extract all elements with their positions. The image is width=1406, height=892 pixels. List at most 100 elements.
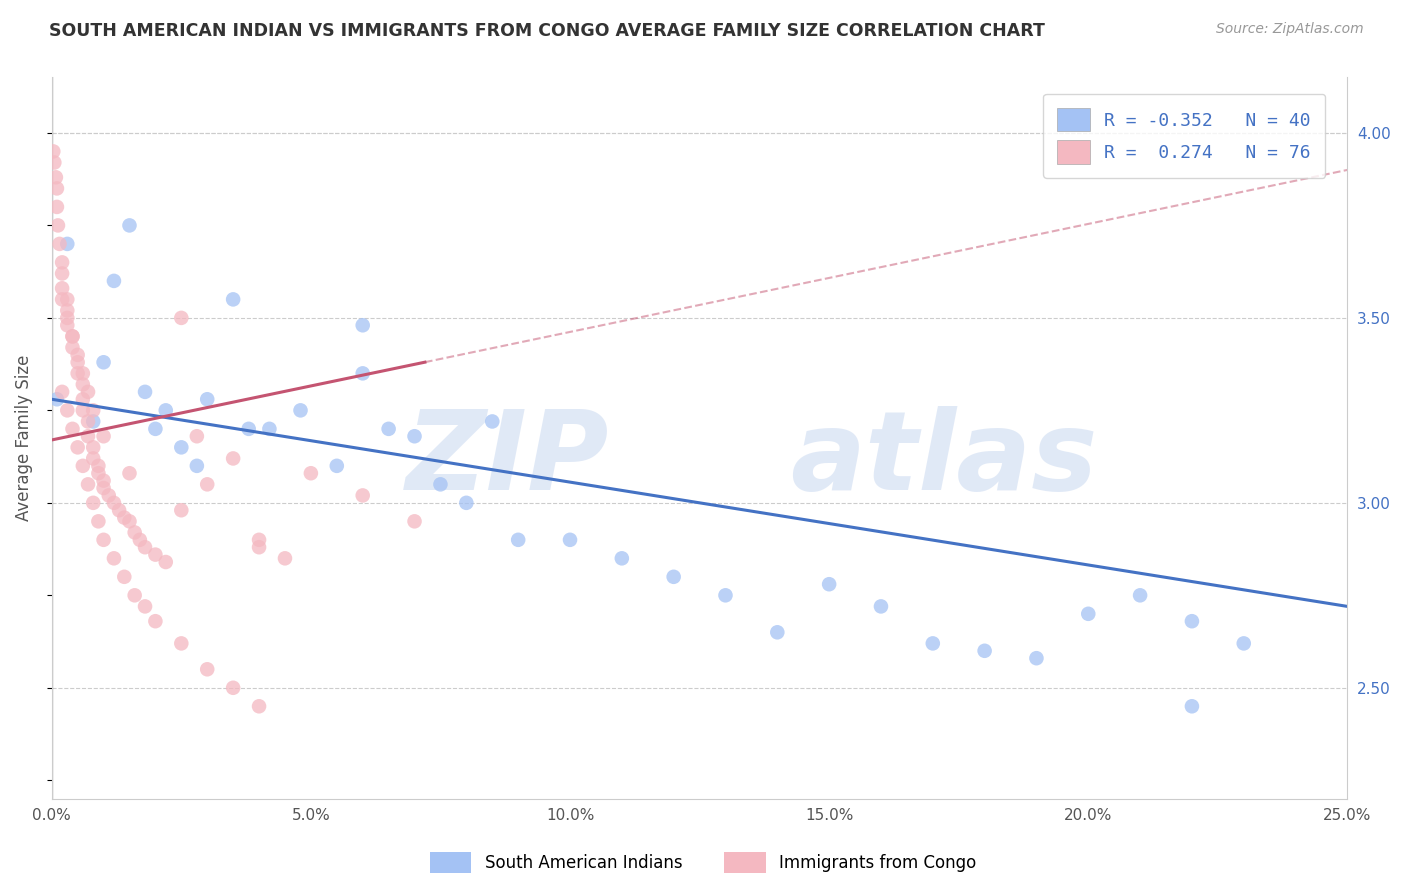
Point [170,503,193,517]
Point [103,551,125,566]
Point [77,384,100,399]
Point [870,599,893,614]
Point [352,318,374,333]
Point [56,403,79,417]
Point [1181,614,1204,628]
Point [72,377,94,392]
Point [124,588,146,602]
Point [247,540,270,554]
Point [377,422,399,436]
Point [103,496,125,510]
Point [66,441,89,455]
Point [51,293,73,307]
Point [72,392,94,407]
Y-axis label: Average Family Size: Average Family Size [15,355,32,521]
Point [51,267,73,281]
Point [66,367,89,381]
Point [87,458,110,473]
Point [48,236,70,251]
Point [145,614,167,628]
Point [124,525,146,540]
Point [72,367,94,381]
Point [290,403,312,417]
Point [170,636,193,650]
Point [66,355,89,369]
Point [44,155,66,169]
Point [87,467,110,481]
Point [93,355,115,369]
Point [145,422,167,436]
Point [326,458,349,473]
Point [62,422,84,436]
Point [82,414,104,428]
Point [259,422,281,436]
Point [118,514,141,528]
Point [93,481,115,495]
Point [72,458,94,473]
Point [45,392,67,407]
Legend: R = -0.352   N = 40, R =  0.274   N = 76: R = -0.352 N = 40, R = 0.274 N = 76 [1043,94,1326,178]
Point [66,348,89,362]
Point [45,200,67,214]
Point [72,403,94,417]
Point [118,467,141,481]
Point [508,533,530,547]
Point [51,384,73,399]
Point [51,255,73,269]
Point [714,588,737,602]
Point [56,236,79,251]
Point [62,341,84,355]
Point [82,496,104,510]
Point [82,441,104,455]
Point [155,403,177,417]
Point [56,310,79,325]
Point [195,392,218,407]
Point [93,474,115,488]
Legend: South American Indians, Immigrants from Congo: South American Indians, Immigrants from … [423,846,983,880]
Point [134,599,156,614]
Point [1181,699,1204,714]
Point [662,570,685,584]
Point [404,514,426,528]
Point [112,570,135,584]
Point [818,577,841,591]
Point [274,551,297,566]
Point [93,429,115,443]
Point [1233,636,1256,650]
Point [56,293,79,307]
Point [1025,651,1047,665]
Point [97,488,120,502]
Point [921,636,943,650]
Point [1129,588,1152,602]
Point [77,477,100,491]
Point [299,467,322,481]
Point [404,429,426,443]
Point [155,555,177,569]
Point [82,451,104,466]
Text: SOUTH AMERICAN INDIAN VS IMMIGRANTS FROM CONGO AVERAGE FAMILY SIZE CORRELATION C: SOUTH AMERICAN INDIAN VS IMMIGRANTS FROM… [49,22,1045,40]
Point [103,274,125,288]
Point [56,318,79,333]
Point [45,170,67,185]
Point [45,181,67,195]
Point [222,293,245,307]
Point [46,219,69,233]
Point [238,422,260,436]
Point [558,533,581,547]
Point [456,496,478,510]
Point [93,533,115,547]
Point [352,488,374,502]
Point [128,533,150,547]
Point [610,551,633,566]
Point [481,414,503,428]
Point [77,414,100,428]
Point [186,458,208,473]
Point [247,533,270,547]
Point [118,219,141,233]
Point [112,510,135,524]
Point [62,329,84,343]
Point [42,145,65,159]
Text: Source: ZipAtlas.com: Source: ZipAtlas.com [1216,22,1364,37]
Point [51,281,73,295]
Point [195,662,218,676]
